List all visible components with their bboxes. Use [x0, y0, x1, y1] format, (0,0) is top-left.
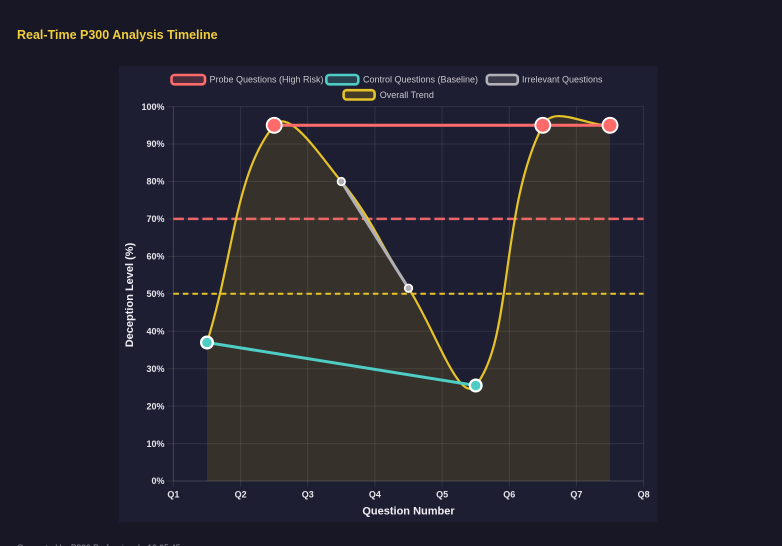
svg-text:100%: 100%: [141, 102, 164, 112]
svg-text:30%: 30%: [146, 364, 164, 374]
svg-text:Q6: Q6: [503, 490, 515, 500]
svg-text:40%: 40%: [146, 326, 164, 336]
svg-text:Q4: Q4: [369, 490, 381, 500]
svg-text:Control Questions (Baseline): Control Questions (Baseline): [363, 75, 478, 85]
svg-text:20%: 20%: [146, 401, 164, 411]
svg-text:Q3: Q3: [302, 490, 314, 500]
svg-text:Generated by P300 Professional: Generated by P300 Professional - 10:05:4…: [17, 542, 181, 546]
svg-text:Real-Time P300 Analysis Timeli: Real-Time P300 Analysis Timeline: [17, 28, 218, 42]
svg-text:Q8: Q8: [638, 490, 650, 500]
svg-text:Deception Level (%): Deception Level (%): [124, 242, 136, 347]
svg-text:50%: 50%: [146, 289, 164, 299]
svg-text:Overall Trend: Overall Trend: [380, 90, 434, 100]
svg-text:0%: 0%: [151, 476, 164, 486]
svg-text:Q7: Q7: [570, 490, 582, 500]
svg-text:60%: 60%: [146, 252, 164, 262]
svg-text:Question Number: Question Number: [362, 506, 455, 518]
svg-text:80%: 80%: [146, 177, 164, 187]
svg-text:10%: 10%: [146, 439, 164, 449]
svg-text:90%: 90%: [146, 139, 164, 149]
svg-text:Probe Questions (High Risk): Probe Questions (High Risk): [210, 75, 324, 85]
svg-text:Q2: Q2: [235, 490, 247, 500]
svg-text:Irrelevant Questions: Irrelevant Questions: [522, 75, 603, 85]
svg-text:70%: 70%: [146, 214, 164, 224]
svg-text:Q5: Q5: [436, 490, 448, 500]
svg-text:Q1: Q1: [167, 490, 179, 500]
